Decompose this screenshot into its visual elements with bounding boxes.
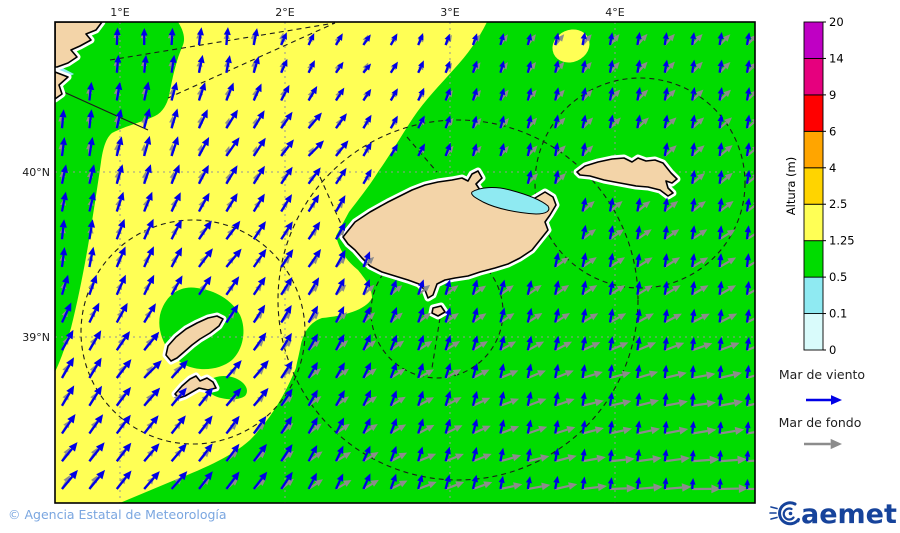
island-mallorca [342,170,557,299]
mainland-coast-2 [55,71,69,100]
colorbar-level-label: 6 [829,124,836,138]
colorbar-level-label: 0.5 [829,270,847,284]
colorbar-level-label: 20 [829,15,844,29]
colorbar-level-label: 2.5 [829,197,847,211]
colorbar-level-label: 9 [829,88,836,102]
swell-legend-label: Mar de fondo [779,415,862,430]
longitude-label: 1°E [110,6,129,19]
mainland-coast [55,22,103,68]
colorbar-level-label: 4 [829,161,836,175]
wave-map: 1°E 2°E 3°E 4°E 40°N 39°N [22,6,756,504]
colorbar-level-label: 0 [829,343,836,357]
aemet-logo: aemet [769,499,897,530]
colorbar-title: Altura (m) [784,157,798,215]
colorbar-level-label: 1.25 [829,234,855,248]
map-frame [54,21,756,504]
longitude-label: 4°E [605,6,624,19]
colorbar: 0 0.1 0.5 1.25 2.5 4 6 9 14 20 Altura (m) [784,15,855,357]
islands-layer [55,22,681,402]
axis-labels: 1°E 2°E 3°E 4°E 40°N 39°N [22,6,625,344]
swell-arrow-icon [804,438,842,450]
longitude-label: 2°E [275,6,294,19]
colorbar-level-label: 0.1 [829,307,847,321]
colorbar-scale: 0 0.1 0.5 1.25 2.5 4 6 9 14 20 [803,15,855,357]
wind-arrows-layer [59,27,752,490]
island-cabrera [431,305,446,317]
island-menorca [576,157,678,197]
latitude-label: 39°N [22,331,50,344]
island-ibiza [165,315,224,362]
latitude-label: 40°N [22,166,50,179]
wind-arrow-icon [806,395,842,405]
arrow-legend: Mar de viento Mar de fondo [779,367,865,450]
copyright-text: © Agencia Estatal de Meteorología [8,507,227,522]
aemet-logo-text: aemet [801,499,897,530]
aemet-logo-icon [769,501,800,526]
colorbar-level-label: 14 [829,51,844,65]
wind-legend-label: Mar de viento [779,367,865,382]
longitude-label: 3°E [440,6,459,19]
